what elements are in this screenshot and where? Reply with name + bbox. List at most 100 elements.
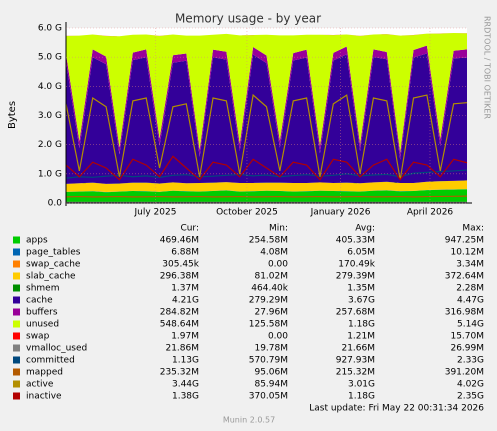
legend-stat: 2.33G xyxy=(457,356,484,366)
chart-title: Memory usage - by year xyxy=(175,12,321,26)
legend-swatch xyxy=(13,308,20,316)
legend-stat: 570.79M xyxy=(249,356,288,366)
legend-stat: 215.32M xyxy=(336,368,375,378)
legend-swatch xyxy=(13,332,20,340)
legend-label: committed xyxy=(26,356,75,366)
legend-swatch xyxy=(13,284,20,292)
legend-stat: 3.44G xyxy=(172,380,199,390)
legend-header: Min: xyxy=(269,224,288,234)
legend-stat: 279.39M xyxy=(336,272,375,282)
y-tick-label: 3.0 G xyxy=(38,111,62,121)
legend-stat: 10.12M xyxy=(450,248,484,258)
legend-stat: 6.05M xyxy=(347,248,375,258)
legend-stat: 0.00 xyxy=(268,260,288,270)
legend-label: unused xyxy=(26,320,59,330)
legend-stat: 254.58M xyxy=(249,236,288,246)
legend-swatch xyxy=(13,368,20,376)
legend-swatch xyxy=(13,248,20,256)
legend-stat: 947.25M xyxy=(445,236,484,246)
legend-label: shmem xyxy=(26,284,59,294)
legend-header: Max: xyxy=(462,224,484,234)
legend-label: mapped xyxy=(26,368,63,378)
legend-stat: 21.66M xyxy=(341,344,375,354)
legend-swatch xyxy=(13,236,20,244)
legend-label: buffers xyxy=(26,308,58,318)
legend-stat: 464.40k xyxy=(251,284,288,294)
legend-stat: 279.29M xyxy=(249,296,288,306)
legend-swatch xyxy=(13,356,20,364)
legend-stat: 26.99M xyxy=(450,344,484,354)
legend-stat: 4.47G xyxy=(457,296,484,306)
y-tick-label: 6.0 G xyxy=(38,24,62,34)
y-tick-label: 5.0 G xyxy=(38,53,62,63)
legend-stat: 1.18G xyxy=(348,392,375,402)
legend-stat: 6.88M xyxy=(171,248,199,258)
legend-stat: 4.02G xyxy=(457,380,484,390)
legend-stat: 5.14G xyxy=(457,320,484,330)
version: Munin 2.0.57 xyxy=(223,416,275,425)
footer: Last update: Fri May 22 00:31:34 2026 xyxy=(309,404,484,414)
legend-stat: 4.08M xyxy=(260,248,288,258)
legend-stat: 548.64M xyxy=(160,320,199,330)
legend-stat: 305.45k xyxy=(162,260,199,270)
legend-label: vmalloc_used xyxy=(26,344,87,354)
legend-stat: 85.94M xyxy=(254,380,288,390)
legend-swatch xyxy=(13,344,20,352)
x-tick-label: April 2026 xyxy=(407,208,454,218)
legend-stat: 2.35G xyxy=(457,392,484,402)
legend-header: Cur: xyxy=(180,224,199,234)
legend-stat: 1.97M xyxy=(171,332,199,342)
legend-stat: 3.34M xyxy=(456,260,484,270)
legend-stat: 3.67G xyxy=(348,296,375,306)
legend-stat: 21.86M xyxy=(165,344,199,354)
legend-stat: 1.38G xyxy=(172,392,199,402)
legend-stat: 235.32M xyxy=(160,368,199,378)
legend-stat: 391.20M xyxy=(445,368,484,378)
legend-swatch xyxy=(13,320,20,328)
legend-swatch xyxy=(13,380,20,388)
legend-stat: 372.64M xyxy=(445,272,484,282)
area xyxy=(66,189,467,193)
legend-stat: 1.37M xyxy=(171,284,199,294)
y-tick-label: 4.0 G xyxy=(38,82,62,92)
legend-label: page_tables xyxy=(26,248,81,258)
legend-stat: 1.21M xyxy=(347,332,375,342)
line xyxy=(65,195,468,198)
legend-stat: 19.78M xyxy=(254,344,288,354)
legend-stat: 15.70M xyxy=(450,332,484,342)
legend-swatch xyxy=(13,296,20,304)
legend-swatch xyxy=(13,272,20,280)
legend-label: apps xyxy=(26,236,48,246)
legend-stat: 27.96M xyxy=(254,308,288,318)
y-tick-label: 1.0 G xyxy=(38,169,62,179)
legend-label: slab_cache xyxy=(26,272,76,282)
legend-header: Avg: xyxy=(355,224,375,234)
y-tick-label: 0.0 xyxy=(48,199,63,209)
legend-stat: 125.58M xyxy=(249,320,288,330)
area xyxy=(66,180,467,193)
legend-stat: 405.33M xyxy=(336,236,375,246)
legend-stat: 257.68M xyxy=(336,308,375,318)
legend-label: inactive xyxy=(26,392,62,402)
side-text: RRDTOOL / TOBI OETIKER xyxy=(483,16,492,119)
legend-stat: 1.18G xyxy=(348,320,375,330)
legend-stat: 2.28M xyxy=(456,284,484,294)
legend-stat: 296.38M xyxy=(160,272,199,282)
legend-stat: 316.98M xyxy=(445,308,484,318)
x-tick-label: January 2026 xyxy=(310,208,371,218)
x-tick-label: July 2025 xyxy=(133,208,176,218)
legend-label: swap xyxy=(26,332,50,342)
legend-stat: 284.82M xyxy=(160,308,199,318)
area xyxy=(66,53,467,184)
legend-stat: 3.01G xyxy=(348,380,375,390)
area xyxy=(66,45,467,160)
legend-stat: 0.00 xyxy=(268,332,288,342)
legend-swatch xyxy=(13,392,20,400)
legend-swatch xyxy=(13,260,20,268)
x-tick-label: October 2025 xyxy=(216,208,278,218)
legend-label: swap_cache xyxy=(26,260,81,270)
line xyxy=(65,155,468,181)
legend-stat: 4.21G xyxy=(172,296,199,306)
